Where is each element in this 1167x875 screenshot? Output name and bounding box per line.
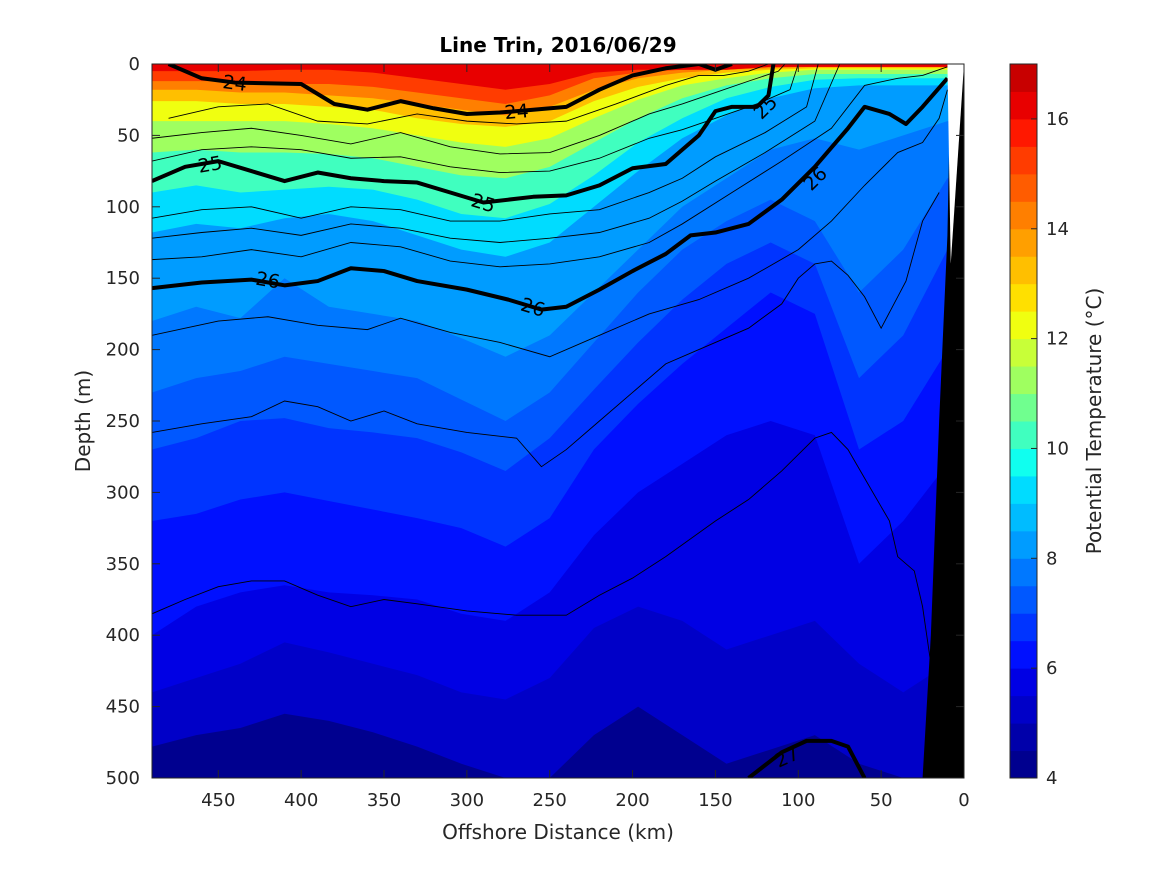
y-tick-label: 400 (106, 625, 140, 646)
thin-contour-3 (152, 64, 799, 173)
thin-contour-layer (152, 64, 948, 664)
y-tick-label: 100 (106, 197, 140, 218)
colorbar-tick-label: 4 (1046, 768, 1057, 789)
colorbar-tick-label: 16 (1046, 109, 1069, 130)
thin-contour-6 (152, 66, 948, 268)
colorbar-segment (1010, 421, 1037, 449)
colorbar-segment (1010, 585, 1037, 614)
y-tick-label: 50 (117, 125, 140, 146)
colorbar-tick-label: 8 (1046, 548, 1057, 569)
colorbar-segment (1010, 530, 1037, 559)
x-axis-label: Offshore Distance (km) (442, 820, 674, 844)
isopycnal-25 (152, 64, 776, 205)
colorbar-segment (1010, 146, 1037, 175)
isopycnal-label-24-1: 24 (221, 71, 248, 96)
isopycnal-label-26-1: 26 (254, 268, 282, 294)
x-tick-label: 0 (958, 790, 969, 811)
isopycnal-label-text: 24 (221, 71, 248, 96)
x-tick-label: 300 (450, 790, 484, 811)
thin-contour-5 (152, 64, 841, 243)
y-axis: 0 50 100 150 200 250 300 350 400 450 500 (106, 54, 964, 789)
x-tick-label: 200 (615, 790, 649, 811)
chart-title: Line Trin, 2016/06/29 (439, 33, 676, 57)
colorbar-segment (1010, 283, 1037, 312)
colorbar-segment (1010, 640, 1037, 669)
colorbar-segment (1010, 448, 1037, 477)
y-tick-label: 500 (106, 768, 140, 789)
y-tick-label: 450 (106, 697, 140, 718)
x-tick-label: 250 (533, 790, 567, 811)
isopycnal-label-text: 26 (254, 268, 282, 294)
colorbar-segment (1010, 228, 1037, 257)
x-tick-label: 450 (201, 790, 235, 811)
temperature-band-16 (152, 64, 964, 90)
x-tick-label: 150 (698, 790, 732, 811)
y-axis-label: Depth (m) (71, 370, 95, 472)
colorbar-tick-label: 12 (1046, 329, 1069, 350)
isopycnal-24 (167, 64, 733, 116)
thin-contour-8 (152, 192, 940, 468)
no-data-wedge (947, 64, 964, 264)
temperature-band-15 (152, 64, 964, 104)
x-tick-label: 400 (284, 790, 318, 811)
colorbar-segment (1010, 558, 1037, 587)
isopycnal-label-24-2: 24 (504, 100, 530, 124)
colorbar-segment (1010, 64, 1037, 92)
colorbar-segment (1010, 338, 1037, 367)
y-tick-label: 0 (129, 54, 140, 75)
colorbar-segment (1010, 256, 1037, 285)
colorbar-segment (1010, 668, 1037, 697)
isopycnal-26 (152, 76, 949, 312)
isopycnal-27 (747, 738, 867, 778)
thin-contour-1 (168, 64, 777, 125)
colorbar-segment (1010, 118, 1037, 147)
colorbar-segment (1010, 91, 1037, 120)
colorbar-segment (1010, 201, 1037, 230)
thin-contour-4 (152, 64, 819, 222)
colorbar-tick-label: 6 (1046, 658, 1057, 679)
colorbar-segment (1010, 695, 1037, 724)
colorbar-frame (1009, 63, 1038, 779)
x-tick-label: 100 (781, 790, 815, 811)
thin-contour-7 (152, 89, 948, 358)
isopycnal-label-text: 25 (196, 152, 224, 178)
bottom-topography (922, 64, 964, 778)
colorbar-segment (1010, 366, 1037, 395)
y-tick-label: 250 (106, 411, 140, 432)
y-tick-label: 350 (106, 554, 140, 575)
colorbar-segment (1010, 475, 1037, 504)
colorbar-tick-label: 14 (1046, 219, 1069, 240)
colorbar: 4 6 8 10 12 14 16 (1009, 63, 1069, 789)
x-tick-label: 50 (870, 790, 893, 811)
temperature-fill-layer (152, 64, 964, 778)
isopycnal-label-text: 24 (504, 100, 530, 124)
colorbar-segment (1010, 393, 1037, 422)
x-tick-label: 350 (367, 790, 401, 811)
x-axis: 450 400 350 300 250 200 150 100 50 0 (201, 64, 970, 811)
y-tick-label: 200 (106, 340, 140, 361)
colorbar-segment (1010, 750, 1037, 779)
colorbar-label: Potential Temperature (°C) (1082, 288, 1106, 555)
colorbar-segment (1010, 723, 1037, 752)
thin-contour-2 (152, 64, 786, 155)
colorbar-segment (1010, 613, 1037, 642)
y-tick-label: 150 (106, 268, 140, 289)
colorbar-segment (1010, 503, 1037, 532)
colorbar-segment (1010, 173, 1037, 202)
thin-contour-9 (152, 431, 932, 664)
colorbar-segment (1010, 311, 1037, 340)
colorbar-tick-label: 10 (1046, 438, 1069, 459)
y-tick-label: 300 (106, 482, 140, 503)
isopycnal-label-25-1: 25 (196, 152, 224, 178)
